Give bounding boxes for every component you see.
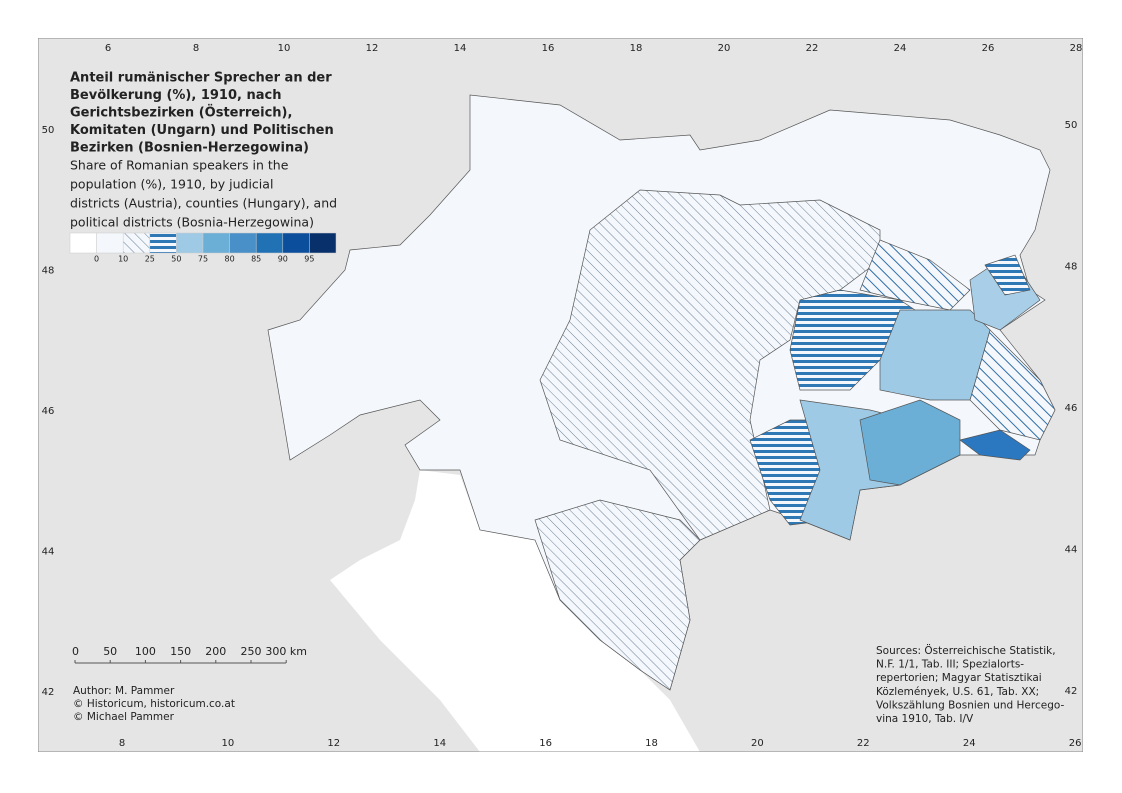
top-tick-label: 28 <box>1070 43 1083 54</box>
source-line: vina 1910, Tab. I/V <box>876 713 974 725</box>
left-tick-label: 42 <box>42 687 55 698</box>
left-tick-label: 48 <box>42 266 55 277</box>
scale-bar-label: 0 <box>72 645 79 658</box>
legend-swatch <box>69 232 97 254</box>
legend-label: 25 <box>145 255 155 264</box>
credit-line: © Historicum, historicum.co.at <box>73 698 235 710</box>
top-tick-label: 6 <box>105 43 111 54</box>
legend-swatch <box>122 232 151 254</box>
bottom-tick-label: 10 <box>222 738 235 749</box>
legend-label: 90 <box>278 255 288 264</box>
scale-bar-label: 100 <box>135 645 156 658</box>
title-line: Gerichtsbezirken (Österreich), <box>70 105 292 121</box>
top-tick-label: 20 <box>718 43 731 54</box>
scale-bar-label: 300 km <box>265 645 307 658</box>
region-50-75 <box>879 309 991 401</box>
right-tick-label: 42 <box>1065 686 1078 697</box>
source-line: repertorien; Magyar Statisztikai <box>876 672 1042 684</box>
top-tick-label: 10 <box>278 43 291 54</box>
right-tick-label: 44 <box>1065 545 1078 556</box>
scale-bar-label: 250 <box>241 645 262 658</box>
legend-swatch <box>96 232 124 254</box>
legend-label: 85 <box>251 255 261 264</box>
source-line: Sources: Österreichische Statistik, <box>876 644 1056 657</box>
legend-label: 80 <box>225 255 235 264</box>
credit-line: © Michael Pammer <box>73 711 175 723</box>
region-maramures <box>984 254 1031 296</box>
subtitle-line: political districts (Bosnia-Herzegowina) <box>70 215 314 230</box>
legend-swatch <box>149 232 177 254</box>
legend-swatch <box>176 232 204 254</box>
hungary-low-share <box>539 189 881 541</box>
top-tick-label: 14 <box>454 43 467 54</box>
scale-bar-label: 50 <box>103 645 117 658</box>
title-line: Anteil rumänischer Sprecher an der <box>70 71 332 86</box>
region-75-80 <box>859 399 961 486</box>
top-tick-label: 8 <box>193 43 199 54</box>
bottom-tick-label: 12 <box>327 738 340 749</box>
bottom-tick-label: 8 <box>119 738 125 749</box>
legend-label: 50 <box>171 255 181 264</box>
bottom-tick-label: 22 <box>857 738 870 749</box>
left-tick-label: 46 <box>42 406 55 417</box>
legend-swatch <box>255 232 284 254</box>
bottom-tick-label: 18 <box>645 738 658 749</box>
bottom-tick-label: 24 <box>963 738 976 749</box>
credit-line: Author: M. Pammer <box>73 685 175 697</box>
scale-bar-label: 200 <box>205 645 226 658</box>
source-line: N.F. 1/1, Tab. III; Spezialorts- <box>876 659 1024 671</box>
legend-label: 75 <box>198 255 208 264</box>
top-tick-label: 26 <box>982 43 995 54</box>
subtitle-line: population (%), 1910, by judicial <box>70 177 273 192</box>
top-tick-label: 12 <box>366 43 379 54</box>
bottom-tick-label: 26 <box>1069 738 1082 749</box>
bottom-tick-label: 16 <box>539 738 552 749</box>
right-tick-label: 50 <box>1065 120 1078 131</box>
legend-swatch <box>282 232 310 254</box>
top-tick-label: 16 <box>542 43 555 54</box>
subtitle-line: Share of Romanian speakers in the <box>70 158 289 173</box>
scale-bar-label: 150 <box>170 645 191 658</box>
legend-swatch <box>202 232 230 254</box>
subtitle-line: districts (Austria), counties (Hungary),… <box>70 196 337 211</box>
top-tick-label: 22 <box>806 43 819 54</box>
title-line: Komitaten (Ungarn) und Politischen <box>70 123 334 138</box>
bottom-tick-label: 20 <box>751 738 764 749</box>
region-85-90 <box>959 429 1031 461</box>
right-tick-label: 48 <box>1065 262 1078 273</box>
title-line: Bezirken (Bosnien-Herzegowina) <box>70 141 309 156</box>
map-body <box>38 38 1083 752</box>
legend-swatch <box>229 232 257 254</box>
left-tick-label: 50 <box>42 125 55 136</box>
adriatic-sea <box>330 470 700 752</box>
legend-label: 10 <box>118 255 128 264</box>
region-25-50 <box>789 289 931 391</box>
source-line: Közlemények, U.S. 61, Tab. XX; <box>876 686 1039 698</box>
legend-label: 0 <box>94 255 99 264</box>
legend-label: 95 <box>304 255 314 264</box>
right-tick-label: 46 <box>1065 403 1078 414</box>
left-tick-label: 44 <box>42 547 55 558</box>
bosnia-low-share <box>534 499 701 691</box>
top-tick-label: 18 <box>630 43 643 54</box>
legend-swatch <box>309 232 337 254</box>
source-line: Volkszählung Bosnien und Hercego- <box>876 699 1064 711</box>
top-tick-label: 24 <box>894 43 907 54</box>
bottom-tick-label: 14 <box>433 738 446 749</box>
title-line: Bevölkerung (%), 1910, nach <box>70 88 281 103</box>
